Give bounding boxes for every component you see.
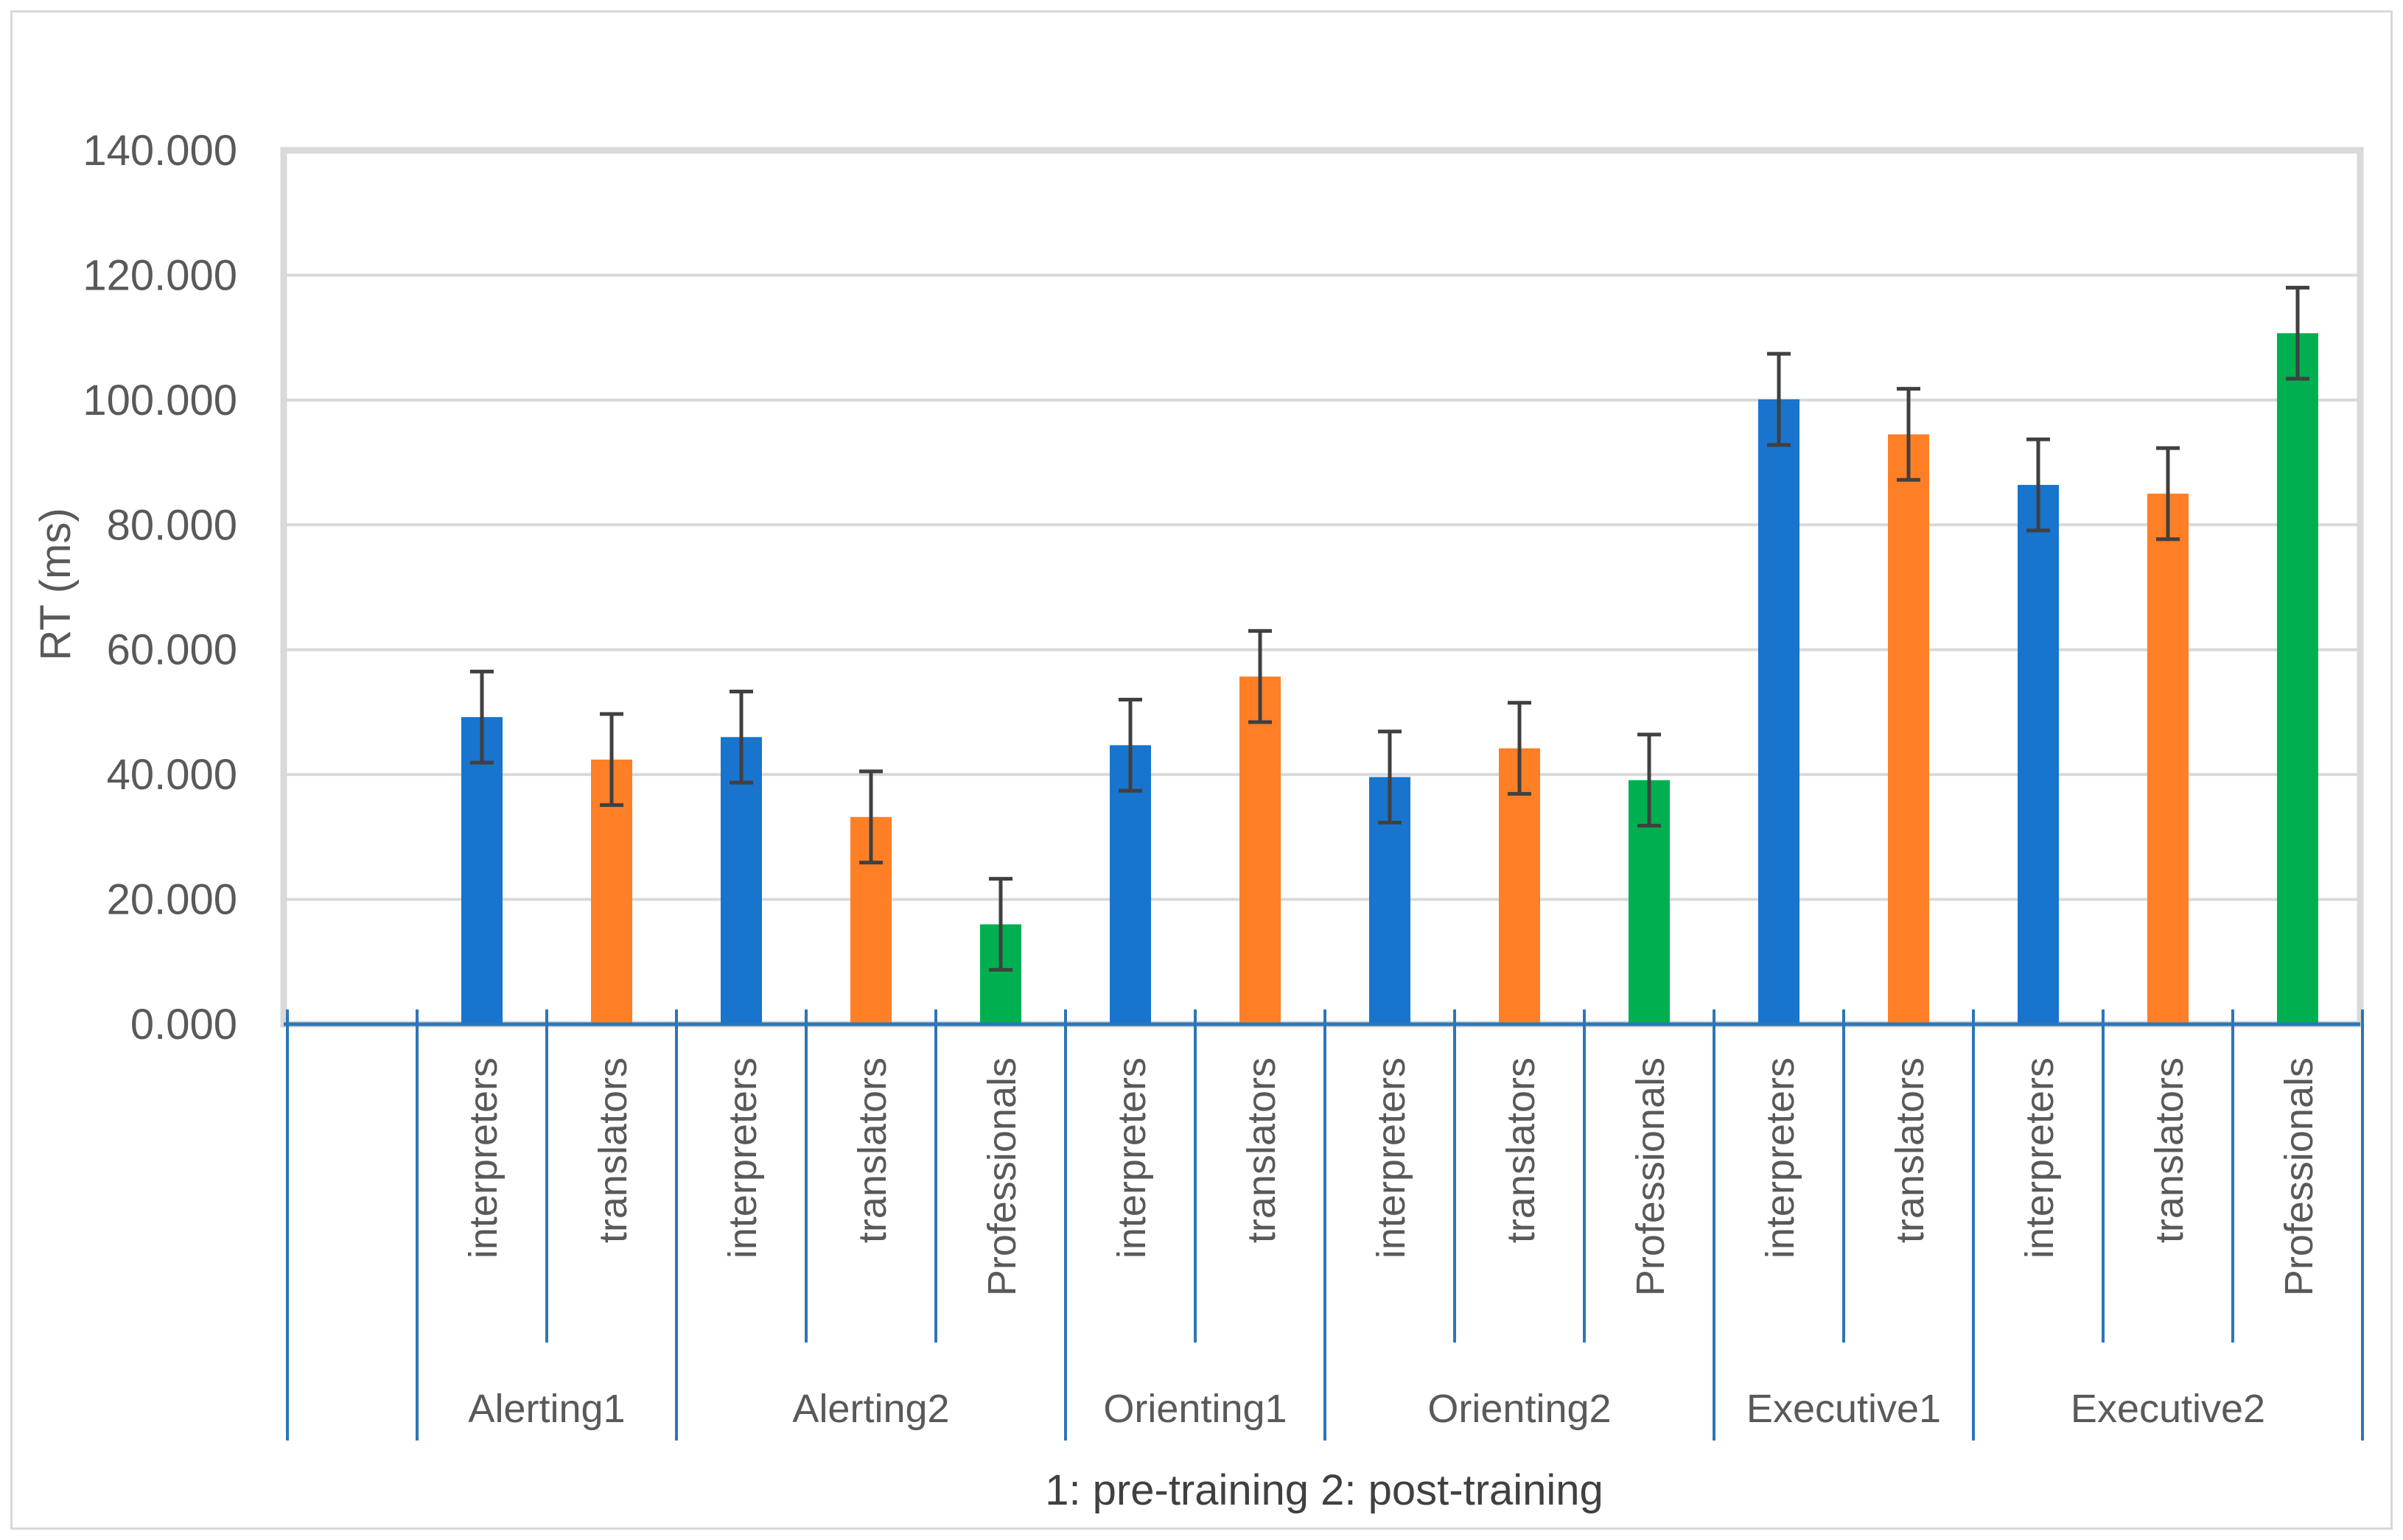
category-label: translators [2147,1057,2192,1243]
y-tick-label: 120.000 [83,251,237,299]
category-label: interpreters [1110,1057,1154,1259]
group-label: Orienting1 [1103,1387,1287,1431]
group-label: Executive2 [2071,1387,2265,1431]
category-label: translators [591,1057,635,1243]
y-tick-label: 0.000 [130,1001,237,1049]
category-label: Professionals [1629,1057,1673,1296]
bar-Executive2-Professionals [2277,333,2318,1024]
category-label: interpreters [1369,1057,1413,1259]
category-label: Professionals [980,1057,1024,1296]
category-label: Professionals [2277,1057,2321,1296]
y-axis-label: RT (ms) [32,508,80,660]
category-label: translators [850,1057,895,1243]
bar-Executive1-interpreters [1758,399,1799,1024]
category-label: interpreters [461,1057,506,1259]
group-label: Executive1 [1746,1387,1941,1431]
y-tick-label: 100.000 [83,377,237,424]
bar-Orienting1-translators [1239,676,1281,1024]
group-label: Alerting2 [792,1387,949,1431]
chart-frame [10,10,2393,1530]
bar-Executive2-translators [2147,493,2189,1024]
y-tick-label: 40.000 [107,751,237,799]
y-tick-label: 60.000 [107,626,237,674]
category-label: translators [1888,1057,1932,1243]
category-label: interpreters [1758,1057,1802,1259]
x-axis-label: 1: pre-training 2: post-training [1045,1466,1603,1514]
y-tick-label: 80.000 [107,501,237,549]
bar-Alerting1-interpreters [461,717,503,1024]
y-tick-label: 140.000 [83,127,237,175]
category-label: translators [1499,1057,1543,1243]
category-label: interpreters [2018,1057,2062,1259]
group-label: Alerting1 [468,1387,625,1431]
category-label: interpreters [721,1057,765,1259]
y-tick-label: 20.000 [107,876,237,924]
bar-Alerting2-interpreters [721,737,762,1024]
category-label: translators [1239,1057,1284,1243]
group-label: Orienting2 [1427,1387,1611,1431]
bar-Executive2-interpreters [2018,485,2059,1024]
bar-Executive1-translators [1888,434,1929,1024]
